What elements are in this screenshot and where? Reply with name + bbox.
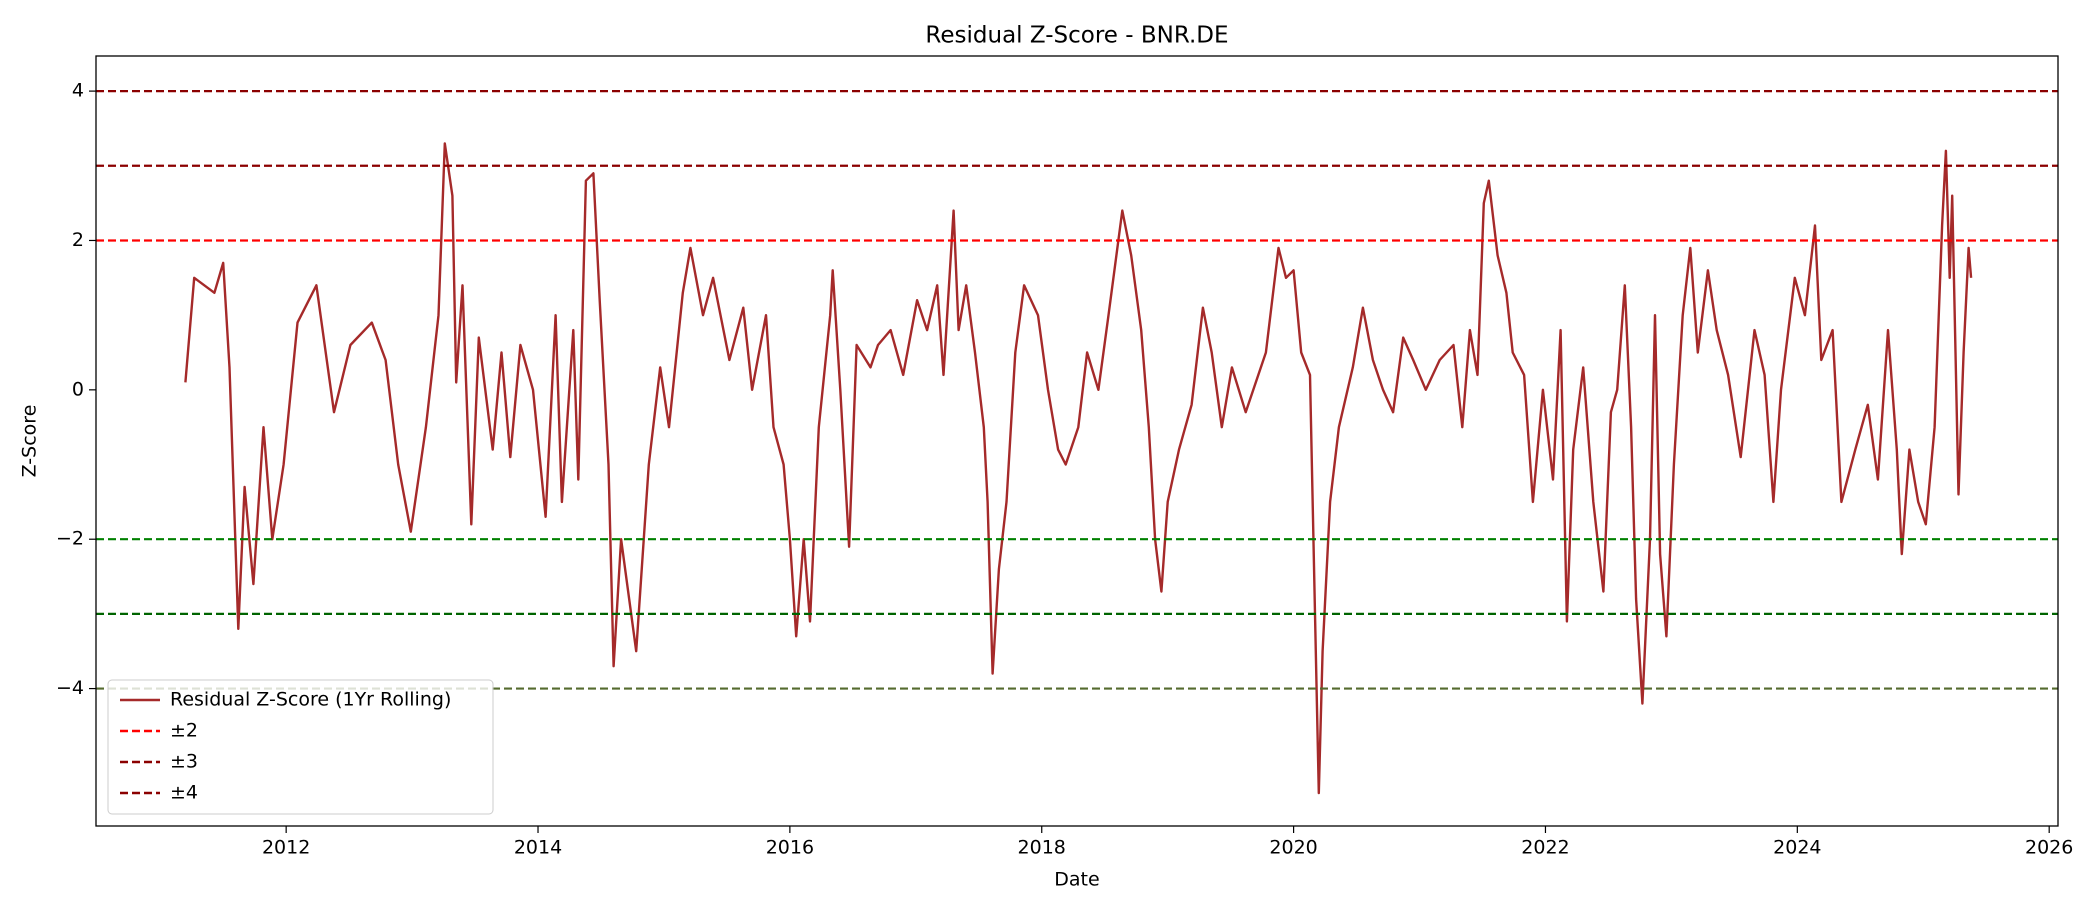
x-tick-label: 2020 — [1269, 837, 1317, 859]
x-tick-label: 2024 — [1773, 837, 1821, 859]
legend-label: ±2 — [170, 720, 198, 742]
x-tick-label: 2014 — [514, 837, 562, 859]
chart-title: Residual Z-Score - BNR.DE — [925, 23, 1228, 49]
x-tick-label: 2018 — [1018, 837, 1066, 859]
x-tick-label: 2022 — [1521, 837, 1569, 859]
legend-label: Residual Z-Score (1Yr Rolling) — [170, 689, 451, 711]
y-tick-label: 2 — [72, 229, 84, 251]
y-tick-label: −4 — [56, 677, 84, 699]
x-tick-label: 2016 — [766, 837, 814, 859]
x-tick-label: 2026 — [2025, 837, 2073, 859]
y-tick-label: −2 — [56, 528, 84, 550]
legend-label: ±3 — [170, 751, 198, 773]
series-line — [184, 142, 1973, 795]
plot-frame — [95, 55, 2059, 827]
y-tick-label: 4 — [72, 80, 84, 102]
legend-label: ±4 — [170, 782, 198, 804]
y-tick-label: 0 — [72, 378, 84, 400]
legend-box — [107, 679, 494, 815]
x-axis-label: Date — [1054, 869, 1099, 891]
x-tick-label: 2012 — [262, 837, 310, 859]
y-axis-label: Z-Score — [19, 405, 41, 478]
